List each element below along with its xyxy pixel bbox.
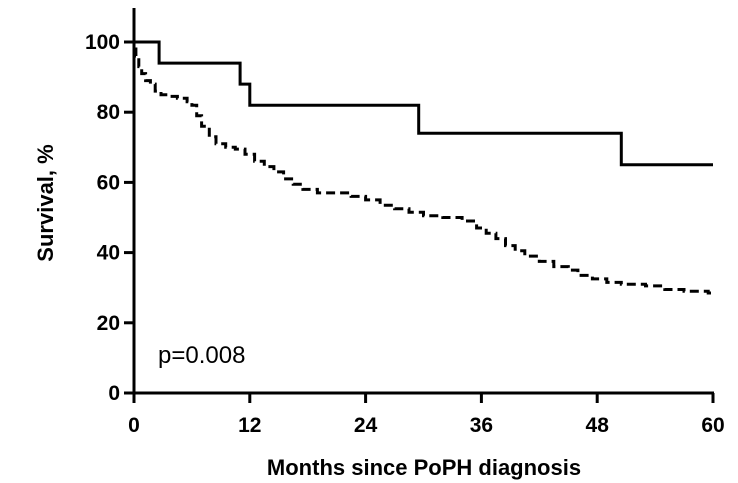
axes (132, 8, 714, 395)
series-line-solid (134, 40, 713, 167)
y-tick-label: 60 (97, 171, 120, 194)
p-value-annotation: p=0.008 (158, 342, 245, 369)
y-tick-label: 40 (97, 242, 120, 265)
y-tick-label: 20 (97, 312, 120, 335)
x-tick-label: 0 (128, 414, 140, 437)
y-tick-label: 100 (85, 31, 120, 54)
y-axis-title: Survival, % (33, 144, 58, 261)
ticks: 0 20 40 60 80 100 0 12 24 36 48 60 (85, 31, 725, 437)
x-tick-label: 36 (470, 414, 493, 437)
series-layer (134, 40, 715, 295)
y-tick-label: 80 (97, 101, 120, 124)
series-line-dashed (134, 47, 715, 295)
x-tick-label: 60 (701, 414, 724, 437)
x-tick-label: 48 (586, 414, 610, 437)
x-axis-title: Months since PoPH diagnosis (267, 455, 581, 480)
x-tick-label: 12 (238, 414, 261, 437)
x-tick-label: 24 (354, 414, 378, 437)
y-tick-label: 0 (108, 382, 120, 405)
